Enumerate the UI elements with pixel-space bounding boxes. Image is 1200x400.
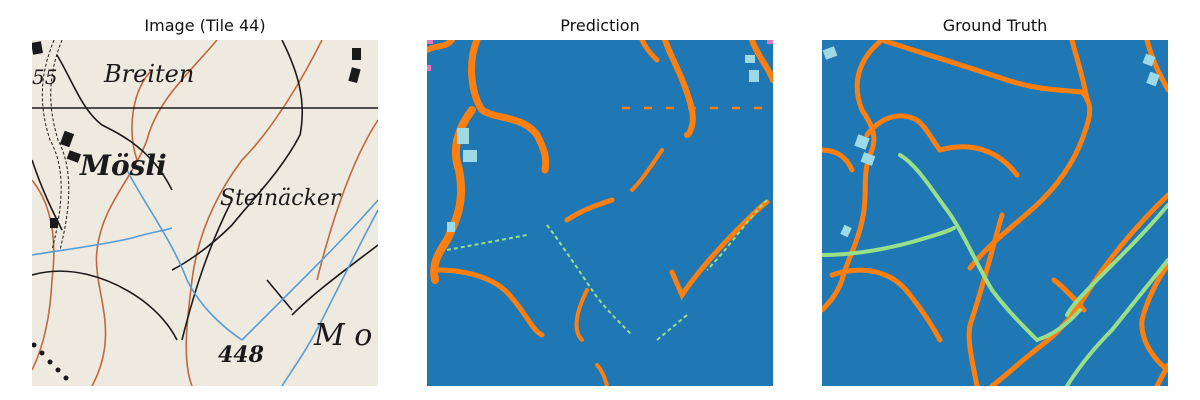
map-label-m: M o	[313, 318, 372, 353]
map-paper-background	[32, 40, 378, 386]
road-lines	[32, 40, 378, 341]
prediction-stream-class	[446, 199, 768, 341]
stream-lines	[32, 169, 378, 386]
ground-truth-panel: Ground Truth	[822, 0, 1168, 400]
ground-truth-building-class	[822, 46, 1160, 238]
prediction-panel: Prediction	[427, 0, 773, 400]
contour-lines	[32, 40, 378, 386]
image-panel: Image (Tile 44)	[32, 0, 378, 400]
prediction-mask	[427, 40, 773, 386]
prediction-other-class	[427, 40, 773, 71]
image-panel-title: Image (Tile 44)	[144, 16, 266, 35]
prediction-background	[427, 40, 773, 386]
double-road	[41, 40, 70, 251]
map-label-breiten: Breiten	[103, 60, 194, 88]
map-label-55: 55	[32, 65, 57, 89]
ground-truth-mask	[822, 40, 1168, 386]
ground-truth-stream-class	[822, 153, 1168, 386]
map-label-elevation: 448	[218, 342, 264, 368]
ground-truth-panel-title: Ground Truth	[942, 16, 1048, 35]
ground-truth-background	[822, 40, 1168, 386]
map-tile-image: Breiten 55 Mösli Steinäcker 448 M o	[32, 40, 378, 386]
map-label-steinacker: Steinäcker	[220, 186, 342, 211]
buildings	[32, 41, 361, 381]
prediction-panel-title: Prediction	[560, 16, 640, 35]
prediction-building-class	[447, 55, 759, 232]
ground-truth-road-class	[822, 40, 1168, 386]
map-label-mosli: Mösli	[79, 149, 167, 182]
